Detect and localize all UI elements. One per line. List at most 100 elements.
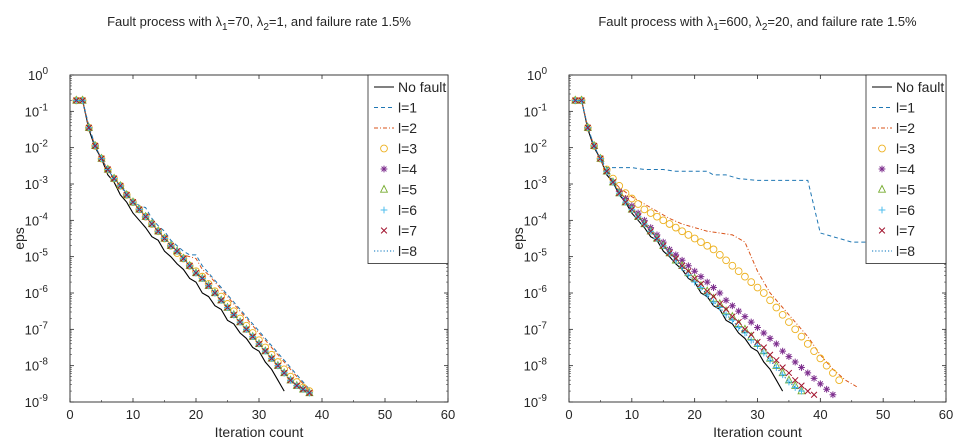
legend-label: l=6	[896, 202, 915, 218]
series-l3-marker	[671, 223, 680, 232]
series-l7-marker	[91, 142, 99, 150]
y-tick-base: 10	[25, 250, 39, 265]
legend-label: l=8	[398, 243, 417, 259]
legend-item-l2: l=2	[374, 120, 417, 136]
series-l4-marker	[754, 324, 761, 331]
series-l3-marker	[829, 369, 837, 377]
y-tick-base: 10	[25, 359, 39, 374]
series-l3-marker	[728, 261, 737, 270]
y-tick-base: 10	[524, 141, 538, 156]
y-tick-base: 10	[25, 104, 39, 119]
y-tick-exponent: -7	[39, 320, 48, 331]
x-tick-label: 0	[66, 407, 73, 422]
series-l4-marker	[772, 340, 780, 348]
series-l6-marker	[728, 316, 736, 324]
title-subscript: 2	[762, 22, 768, 33]
series-l3-marker	[785, 318, 793, 326]
legend-label: l=2	[398, 120, 417, 136]
series-l6-marker	[791, 384, 799, 391]
legend-marker-swatch	[878, 144, 886, 153]
series-l4-marker	[791, 358, 799, 366]
chart-panel-2: Fault process with λ1=600, λ2=20, and fa…	[510, 14, 953, 440]
series-l6-marker	[779, 371, 787, 379]
x-axis-label: Iteration count	[713, 424, 802, 440]
series-l7-marker	[710, 293, 717, 300]
series-l3-marker	[734, 267, 743, 276]
series-l6-marker	[798, 387, 805, 395]
y-tick-exponent: 0	[42, 66, 48, 77]
legend-item-l5: l=5	[379, 182, 417, 198]
series-l3-marker	[835, 376, 844, 385]
series-l3-marker	[659, 216, 668, 225]
y-tick-label: 100	[28, 66, 48, 83]
series-l4-marker	[684, 262, 692, 270]
y-tick-label: 10-1	[25, 102, 49, 119]
legend-label: l=7	[398, 223, 417, 239]
title-text: Fault process with λ	[107, 14, 222, 29]
series-l3-marker	[697, 238, 705, 246]
legend-marker-swatch	[878, 165, 886, 173]
series-l4-marker	[678, 256, 686, 264]
x-tick-label: 60	[441, 407, 455, 422]
legend-marker-swatch	[878, 206, 886, 214]
series-l7-marker	[785, 369, 793, 377]
x-tick-label: 60	[939, 407, 953, 422]
series-l4-marker	[798, 364, 805, 371]
series-l6-marker	[684, 271, 692, 279]
series-l7-marker	[773, 356, 780, 364]
legend-item-l4: l=4	[380, 161, 417, 177]
y-tick-exponent: -6	[538, 284, 547, 295]
y-tick-exponent: -4	[39, 211, 48, 222]
legend-item-l4: l=4	[878, 161, 915, 177]
series-l3-marker	[684, 231, 693, 239]
legend-marker-swatch	[379, 184, 389, 193]
series-l4-marker	[785, 353, 793, 360]
y-tick-base: 10	[524, 177, 538, 192]
series-l7-marker	[85, 124, 93, 131]
series-l7-marker	[584, 124, 592, 131]
y-tick-label: 10-9	[25, 393, 49, 410]
y-tick-label: 10-2	[25, 139, 49, 156]
series-l7-marker	[729, 313, 736, 320]
legend-label: l=7	[896, 223, 915, 239]
series-l3-marker	[766, 296, 774, 305]
x-tick-label: 40	[813, 407, 827, 422]
y-tick-exponent: -8	[39, 357, 48, 368]
series-l4-marker	[716, 289, 724, 297]
x-tick-label: 0	[565, 407, 572, 422]
y-tick-label: 10-2	[524, 139, 548, 156]
series-l3-marker	[646, 209, 655, 217]
legend-label: No fault	[398, 79, 446, 95]
series-l3-marker	[753, 283, 762, 292]
legend-label: l=5	[896, 182, 915, 198]
series-l6-marker	[785, 378, 793, 386]
series-l4-marker	[703, 278, 711, 286]
series-l3-marker	[759, 289, 768, 297]
series-l3-marker	[653, 212, 661, 221]
series-l4-marker	[804, 369, 812, 377]
series-l7-marker	[804, 387, 812, 395]
legend-label: l=4	[896, 161, 915, 177]
series-l6-marker	[754, 342, 761, 350]
series-l3-marker	[634, 200, 642, 208]
series-l3-marker	[772, 303, 781, 312]
series-l7-marker	[735, 318, 742, 326]
series-l6-marker	[703, 291, 711, 299]
y-tick-base: 10	[25, 322, 39, 337]
series-l7-marker	[173, 247, 181, 255]
series-l4-marker	[735, 307, 743, 315]
legend-label: No fault	[896, 79, 944, 95]
series-l3-marker	[822, 361, 831, 370]
y-tick-label: 10-6	[25, 284, 49, 301]
y-tick-label: 10-1	[524, 102, 548, 119]
series-l7-marker	[703, 287, 711, 295]
legend-item-l6: l=6	[878, 202, 915, 218]
x-tick-label: 50	[378, 407, 392, 422]
series-l7-marker	[180, 255, 187, 262]
y-tick-base: 10	[25, 177, 39, 192]
series-l7-marker	[779, 364, 786, 371]
legend-item-no-fault: No fault	[872, 79, 944, 95]
y-tick-base: 10	[524, 286, 538, 301]
x-tick-label: 30	[252, 407, 266, 422]
